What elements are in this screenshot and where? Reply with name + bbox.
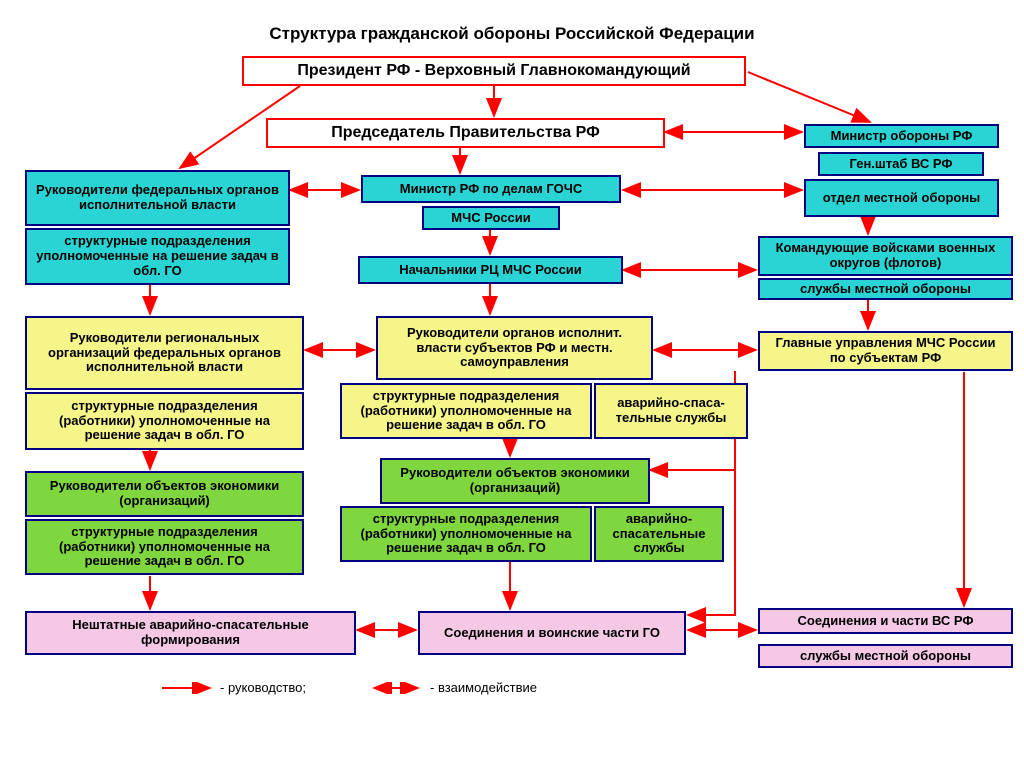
node-premier: Председатель Правительства РФ: [266, 118, 665, 148]
node-rc_mchs: Начальники РЦ МЧС России: [358, 256, 623, 284]
node-mchs_subj: Главные управления МЧС России по субъект…: [758, 331, 1013, 371]
arrow-2: [748, 72, 870, 122]
node-econ_obj1: Руководители объектов экономики (организ…: [25, 471, 304, 517]
node-econ_obj2: Руководители объектов экономики (организ…: [380, 458, 650, 504]
node-units_vs: Соединения и части ВС РФ: [758, 608, 1013, 634]
node-nonstaff: Нештатные аварийно-спасательные формиров…: [25, 611, 356, 655]
legend-leadership-label: - руководство;: [220, 680, 306, 695]
node-local_def_dept: отдел местной обороны: [804, 179, 999, 217]
node-subj_sub: структурные подразделения (работники) уп…: [340, 383, 592, 439]
node-president: Президент РФ - Верховный Главнокомандующ…: [242, 56, 746, 86]
legend-interaction: - взаимодействие: [370, 680, 537, 695]
node-minister_gochs: Министр РФ по делам ГОЧС: [361, 175, 621, 203]
node-rescue_svc2: аварийно-спасательные службы: [594, 506, 724, 562]
node-subj_exec: Руководители органов исполнит. власти су…: [376, 316, 653, 380]
node-rescue_svc1: аварийно-спаса-тельные службы: [594, 383, 748, 439]
node-fed_exec: Руководители федеральных органов исполни…: [25, 170, 290, 226]
node-econ_sub2: структурные подразделения (работники) уп…: [340, 506, 592, 562]
node-commanders: Командующие войсками военных округов (фл…: [758, 236, 1013, 276]
node-local_def_svc: службы местной обороны: [758, 278, 1013, 300]
node-gen_staff: Ген.штаб ВС РФ: [818, 152, 984, 176]
node-local_def_svc2: службы местной обороны: [758, 644, 1013, 668]
node-mchs_russia: МЧС России: [422, 206, 560, 230]
node-reg_sub: структурные подразделения (работники) уп…: [25, 392, 304, 450]
legend-interaction-label: - взаимодействие: [430, 680, 537, 695]
node-units_go: Соединения и воинские части ГО: [418, 611, 686, 655]
node-min_defense: Министр обороны РФ: [804, 124, 999, 148]
legend-leadership: - руководство;: [160, 680, 306, 695]
node-econ_sub1: структурные подразделения (работники) уп…: [25, 519, 304, 575]
node-fed_sub: структурные подразделения уполномоченные…: [25, 228, 290, 285]
node-reg_org: Руководители региональных организаций фе…: [25, 316, 304, 390]
diagram-title: Структура гражданской обороны Российской…: [0, 24, 1024, 44]
